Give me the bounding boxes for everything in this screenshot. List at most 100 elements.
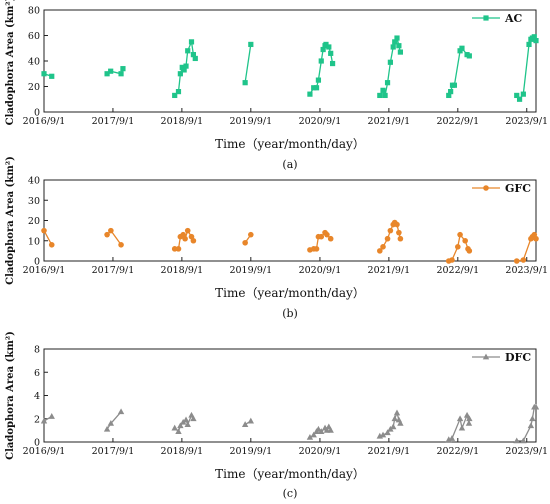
series-line-ac bbox=[244, 44, 252, 83]
data-point bbox=[242, 239, 248, 246]
y-tick-label: 40 bbox=[28, 57, 40, 68]
data-point bbox=[104, 71, 110, 77]
data-point bbox=[465, 420, 473, 426]
data-point bbox=[384, 235, 391, 242]
chart-panel-1: 0 20 40 60 80 2016/9/1 2017/9/1 2018/9/1 2019/9/… bbox=[5, 0, 548, 171]
data-point bbox=[184, 421, 191, 427]
data-point bbox=[190, 237, 197, 244]
data-point bbox=[188, 39, 195, 45]
data-point bbox=[455, 244, 461, 250]
data-point bbox=[516, 96, 523, 102]
data-point bbox=[396, 229, 402, 236]
data-point bbox=[397, 420, 404, 426]
x-tick-label: 2018/9/1 bbox=[161, 446, 204, 457]
data-point bbox=[384, 429, 391, 436]
data-point bbox=[397, 235, 404, 242]
data-point bbox=[104, 231, 110, 238]
x-tick-label: 2020/9/1 bbox=[299, 265, 342, 276]
data-point bbox=[380, 87, 386, 93]
y-tick-label: 80 bbox=[28, 6, 40, 17]
data-point bbox=[513, 258, 520, 264]
x-tick-label: 2023/9/1 bbox=[505, 116, 548, 127]
legend: AC bbox=[472, 12, 523, 25]
data-point bbox=[514, 92, 520, 99]
data-point bbox=[120, 66, 126, 72]
legend: GFC bbox=[472, 182, 531, 195]
panel-label: (b) bbox=[282, 307, 298, 320]
y-axis-label: Cladophora Area (km²) bbox=[5, 331, 16, 460]
y-tick-label: 4 bbox=[34, 391, 40, 402]
data-point bbox=[380, 244, 386, 250]
data-point bbox=[49, 73, 55, 79]
x-tick-label: 2023/9/1 bbox=[505, 446, 548, 457]
x-axis-label: Time（year/month/day） bbox=[215, 286, 365, 300]
data-point bbox=[532, 403, 540, 410]
data-point bbox=[181, 67, 187, 73]
data-point bbox=[118, 71, 124, 77]
y-tick-label: 8 bbox=[34, 345, 40, 356]
series-line-dfc bbox=[106, 411, 122, 430]
data-point bbox=[183, 63, 189, 69]
series-line-ac bbox=[516, 35, 537, 101]
data-point bbox=[390, 44, 396, 50]
x-tick-label: 2019/9/1 bbox=[229, 116, 272, 127]
data-point bbox=[529, 415, 536, 422]
data-point bbox=[463, 411, 471, 418]
x-tick-label: 2016/9/1 bbox=[23, 446, 66, 457]
x-tick-label: 2016/9/1 bbox=[23, 116, 66, 127]
data-point bbox=[328, 50, 334, 56]
data-point bbox=[318, 428, 325, 434]
data-point bbox=[446, 92, 452, 99]
x-tick-label: 2018/9/1 bbox=[161, 265, 204, 276]
y-tick-label: 10 bbox=[28, 236, 40, 247]
data-point bbox=[185, 48, 191, 54]
data-point bbox=[449, 257, 455, 263]
plot-frame bbox=[43, 9, 537, 113]
data-point bbox=[184, 227, 191, 234]
data-point bbox=[462, 237, 468, 244]
y-tick-label: 2 bbox=[34, 414, 40, 425]
data-point bbox=[520, 257, 527, 263]
data-point bbox=[175, 89, 182, 95]
y-tick-label: 30 bbox=[28, 196, 40, 207]
data-point bbox=[377, 92, 383, 99]
series-line-dfc bbox=[516, 406, 536, 442]
data-point bbox=[457, 231, 463, 238]
y-tick-label: 20 bbox=[28, 82, 40, 93]
x-tick-label: 2021/9/1 bbox=[368, 116, 411, 127]
legend-label: GFC bbox=[505, 182, 531, 195]
data-point bbox=[313, 85, 320, 91]
legend: DFC bbox=[472, 351, 531, 364]
data-point bbox=[531, 34, 537, 40]
data-point bbox=[306, 433, 314, 440]
data-point bbox=[248, 231, 254, 238]
data-point bbox=[327, 426, 334, 433]
data-point bbox=[118, 242, 124, 248]
data-point bbox=[396, 43, 402, 49]
data-point bbox=[392, 39, 398, 45]
x-tick-label: 2023/9/1 bbox=[505, 265, 548, 276]
data-point bbox=[108, 227, 114, 234]
data-point bbox=[390, 423, 397, 430]
x-tick-label: 2022/9/1 bbox=[436, 116, 479, 127]
legend-marker bbox=[482, 353, 490, 360]
x-tick-label: 2021/9/1 bbox=[368, 446, 411, 457]
x-tick-label: 2020/9/1 bbox=[299, 446, 342, 457]
x-tick-label: 2020/9/1 bbox=[299, 116, 342, 127]
y-tick-label: 0 bbox=[34, 108, 40, 119]
y-axis-label: Cladophora Area (km²) bbox=[5, 156, 16, 285]
data-point bbox=[175, 246, 182, 252]
data-point bbox=[40, 417, 48, 424]
chart-panel-3: 0 2 4 6 8 2016/9/1 2017/9/1 2018/9/1 2019/9/1 202… bbox=[5, 331, 548, 500]
data-point bbox=[326, 44, 332, 50]
x-tick-label: 2017/9/1 bbox=[92, 265, 135, 276]
data-point bbox=[190, 415, 197, 422]
y-tick-label: 20 bbox=[28, 216, 40, 227]
data-point bbox=[307, 91, 313, 97]
data-point bbox=[456, 415, 464, 422]
data-point bbox=[394, 221, 400, 228]
data-point bbox=[384, 80, 391, 86]
data-point bbox=[448, 89, 454, 95]
data-point bbox=[182, 235, 188, 242]
